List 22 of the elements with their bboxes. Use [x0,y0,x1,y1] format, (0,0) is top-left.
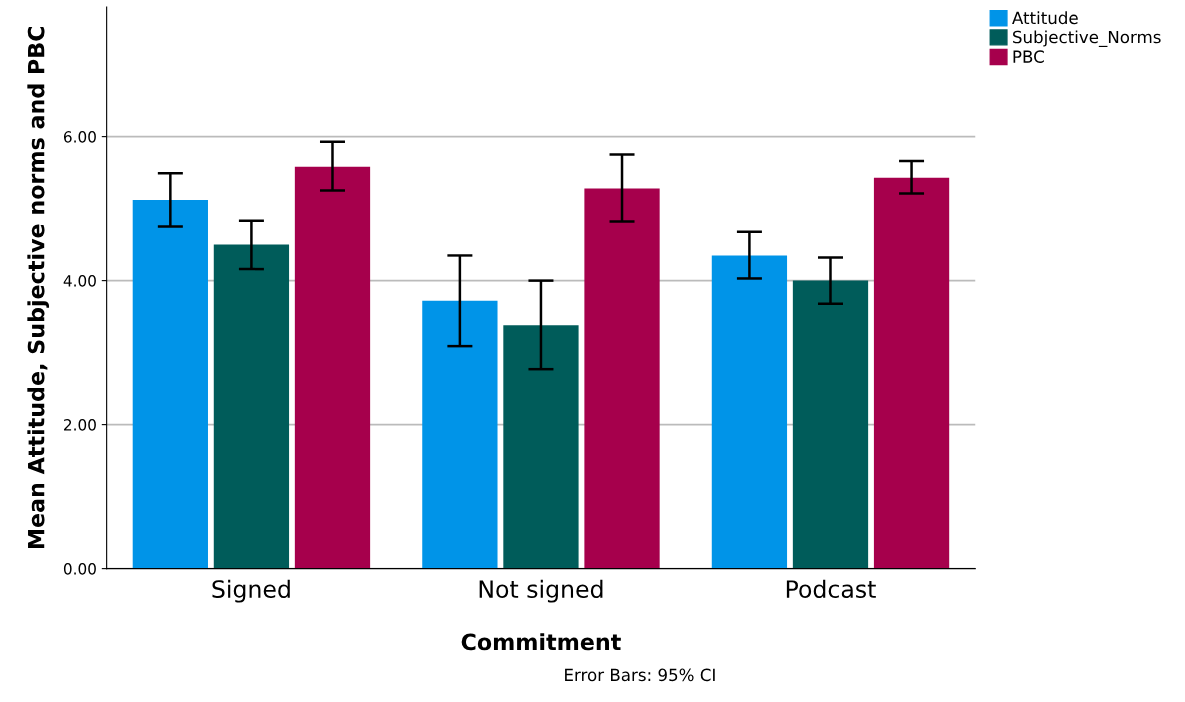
y-tick-label: 6.00 [63,131,96,143]
legend-label: Attitude [1012,11,1078,25]
text: Error Bars: 95% CI [565,668,715,682]
bar [584,188,660,569]
bar [792,280,869,569]
x-tick-label: Podcast [786,579,876,599]
y-tick-label: 2.00 [64,419,96,431]
x-tick-label: Not signed [479,579,603,603]
bar [503,325,579,569]
bar [132,199,208,569]
legend-label: Subjective_Norms [1013,30,1161,48]
legend-label: PBC [1013,50,1044,63]
bar [422,300,498,569]
x-tick-label: Signed [212,579,290,603]
x-axis-title: Commitment [461,633,621,651]
y-axis-title: Mean Attitude, Subjective norms and PBC [27,26,50,549]
bar [294,166,371,569]
y-tick-label: 0.00 [63,563,96,575]
bar [213,244,290,569]
y-tick-label: 4.00 [63,275,96,287]
bar [873,177,950,569]
bar [711,255,788,569]
